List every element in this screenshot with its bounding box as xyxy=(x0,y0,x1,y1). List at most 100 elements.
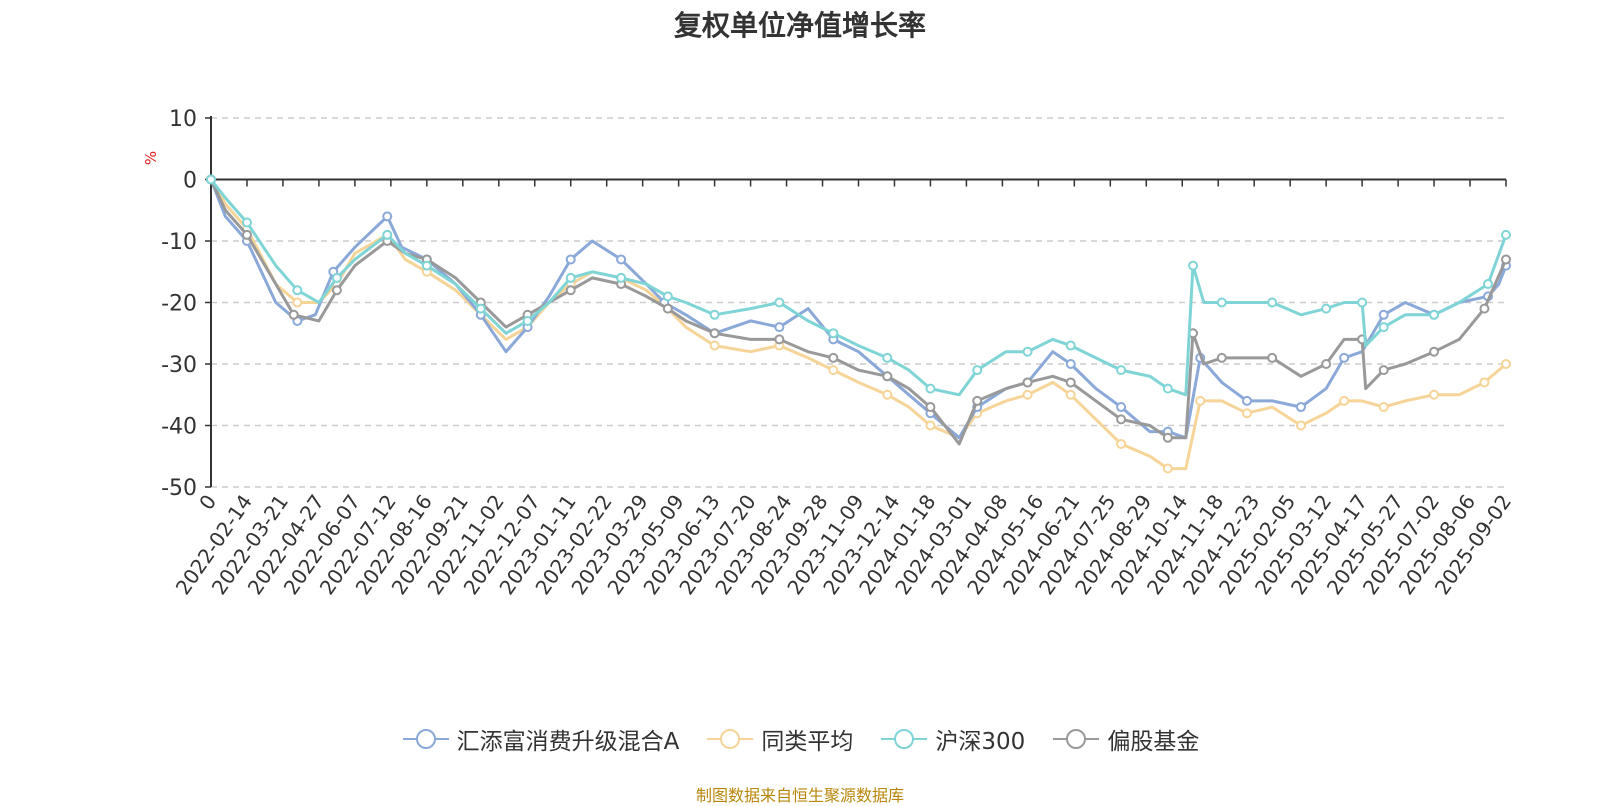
y-tick-label: 0 xyxy=(183,169,197,194)
data-point xyxy=(1116,414,1127,425)
y-tick-label: -50 xyxy=(161,476,197,501)
data-point xyxy=(972,365,983,376)
data-point xyxy=(1357,297,1368,308)
data-point xyxy=(1378,322,1389,333)
data-point xyxy=(828,328,839,339)
data-point xyxy=(1429,346,1440,357)
data-point xyxy=(292,285,303,296)
data-point xyxy=(1022,377,1033,388)
data-point xyxy=(882,371,893,382)
data-point xyxy=(1065,359,1076,369)
data-point xyxy=(522,315,533,326)
data-point xyxy=(1242,408,1252,419)
y-tick-label: -40 xyxy=(161,415,197,440)
data-point xyxy=(565,285,576,296)
y-tick-label: -10 xyxy=(161,230,197,255)
data-point xyxy=(206,174,216,185)
y-axis-label: % xyxy=(142,151,160,165)
data-point xyxy=(925,383,936,394)
legend-item[interactable]: 偏股基金 xyxy=(1051,722,1199,756)
x-tick-label: 0 xyxy=(194,490,221,514)
y-tick-labels: 10 0 -10 -20 -30 -40 -50 xyxy=(161,107,211,501)
data-point xyxy=(1065,389,1076,400)
series-line xyxy=(209,178,1507,471)
data-point xyxy=(1501,359,1511,369)
legend-marker-icon xyxy=(881,729,928,749)
legend-item[interactable]: 沪深300 xyxy=(879,722,1025,756)
data-point xyxy=(1321,303,1332,314)
data-point xyxy=(1378,402,1389,413)
series-3 xyxy=(206,174,1511,446)
data-point xyxy=(1429,309,1440,320)
data-point xyxy=(1022,389,1033,400)
legend-marker-icon xyxy=(707,729,754,749)
data-point xyxy=(1162,463,1173,474)
data-point xyxy=(331,285,342,296)
legend-marker-icon xyxy=(402,729,449,749)
data-point xyxy=(1483,279,1494,290)
series-lines xyxy=(206,174,1511,474)
y-tick-label: 10 xyxy=(169,107,197,132)
data-point xyxy=(1162,432,1173,443)
legend-label: 沪深300 xyxy=(935,729,1026,755)
series-line xyxy=(209,178,1508,440)
data-point xyxy=(1065,377,1076,388)
data-point xyxy=(1116,402,1127,413)
data-point xyxy=(382,229,393,240)
legend-marker-icon xyxy=(1053,729,1100,749)
data-point xyxy=(1267,297,1278,308)
data-point xyxy=(1339,352,1350,363)
data-point xyxy=(565,254,576,265)
data-point xyxy=(241,229,252,240)
data-point xyxy=(1479,377,1490,388)
data-point xyxy=(616,272,627,283)
data-point xyxy=(1295,402,1306,413)
y-tick-label: -30 xyxy=(161,353,197,378)
data-point xyxy=(1501,254,1511,265)
data-point xyxy=(774,297,785,308)
data-point xyxy=(709,340,720,351)
data-point xyxy=(709,309,720,320)
data-point xyxy=(709,328,720,339)
data-point xyxy=(1378,309,1389,320)
data-point xyxy=(662,291,673,302)
y-tick-label: -20 xyxy=(161,292,197,317)
data-point xyxy=(1195,395,1206,406)
data-point xyxy=(565,272,576,283)
data-point xyxy=(1065,340,1076,351)
series-0 xyxy=(206,174,1511,440)
legend: 汇添富消费升级混合A 同类平均 沪深300 偏股基金 xyxy=(0,722,1600,756)
data-point xyxy=(1429,389,1440,400)
series-1 xyxy=(206,174,1511,474)
data-point xyxy=(616,254,627,265)
data-point xyxy=(1116,365,1127,376)
source-note: 制图数据来自恒生聚源数据库 xyxy=(695,786,904,805)
legend-item[interactable]: 同类平均 xyxy=(705,722,853,756)
data-point xyxy=(662,303,673,314)
data-point xyxy=(241,217,252,228)
data-point xyxy=(382,211,393,222)
data-point xyxy=(292,297,303,308)
grid-lines xyxy=(211,117,1506,488)
data-point xyxy=(1188,260,1199,271)
data-point xyxy=(1295,420,1306,431)
data-point xyxy=(925,420,936,431)
chart-title: 复权单位净值增长率 xyxy=(673,9,926,42)
legend-item[interactable]: 汇添富消费升级混合A xyxy=(401,722,679,756)
data-point xyxy=(1267,352,1278,363)
data-point xyxy=(1216,297,1227,308)
data-point xyxy=(972,395,983,406)
data-point xyxy=(828,352,839,363)
data-point xyxy=(882,352,893,363)
data-point xyxy=(1242,395,1252,406)
data-point xyxy=(475,303,486,314)
data-point xyxy=(1162,383,1173,394)
data-point xyxy=(774,334,785,345)
data-point xyxy=(1378,365,1389,376)
data-point xyxy=(774,322,785,333)
data-point xyxy=(421,260,432,271)
data-point xyxy=(1116,438,1127,449)
data-point xyxy=(1022,346,1033,357)
legend-label: 偏股基金 xyxy=(1107,729,1200,755)
